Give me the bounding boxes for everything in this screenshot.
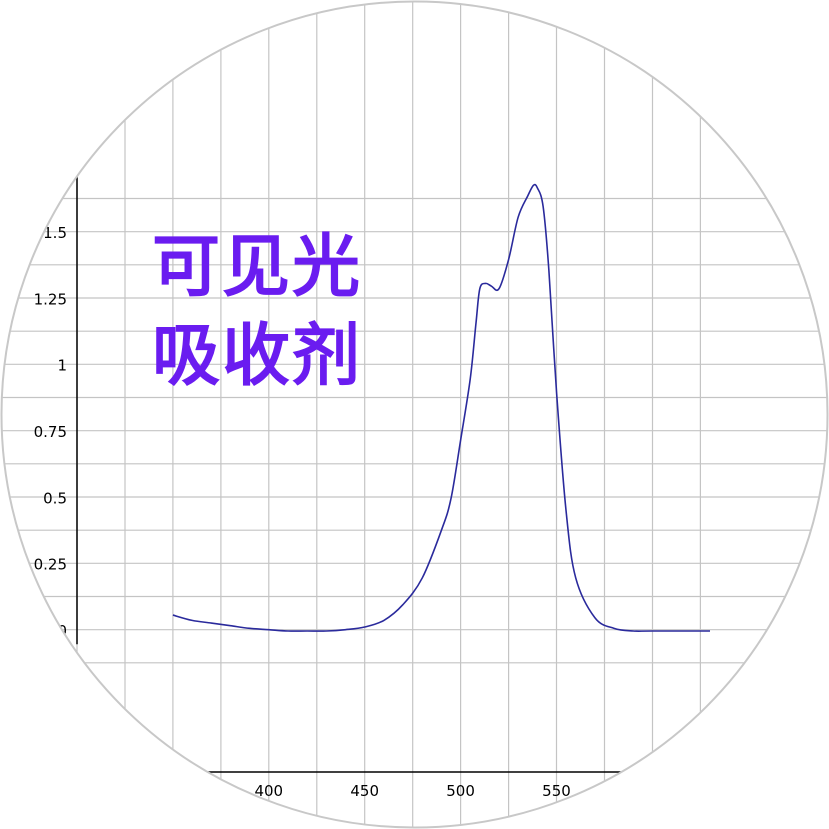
y-tick-label: 0.5 [43, 489, 67, 507]
y-tick-label: 1 [57, 357, 67, 375]
annotation-line-2: 吸收剂 [152, 317, 362, 396]
x-tick-label: 450 [350, 782, 379, 800]
y-tick-label: 0.75 [34, 423, 67, 441]
x-tick-label: 550 [542, 782, 571, 800]
absorbance-series-line [172, 183, 710, 632]
y-tick-label: 1.25 [34, 290, 67, 308]
y-tick-label: 1.5 [43, 224, 67, 242]
series-layer [172, 183, 710, 632]
y-tick-label: 0.25 [34, 556, 67, 574]
chart-annotation: 可见光 吸收剂 [152, 228, 362, 396]
annotation-line-1: 可见光 [152, 228, 362, 307]
x-tick-label: 500 [446, 782, 475, 800]
x-tick-label: 400 [254, 782, 283, 800]
